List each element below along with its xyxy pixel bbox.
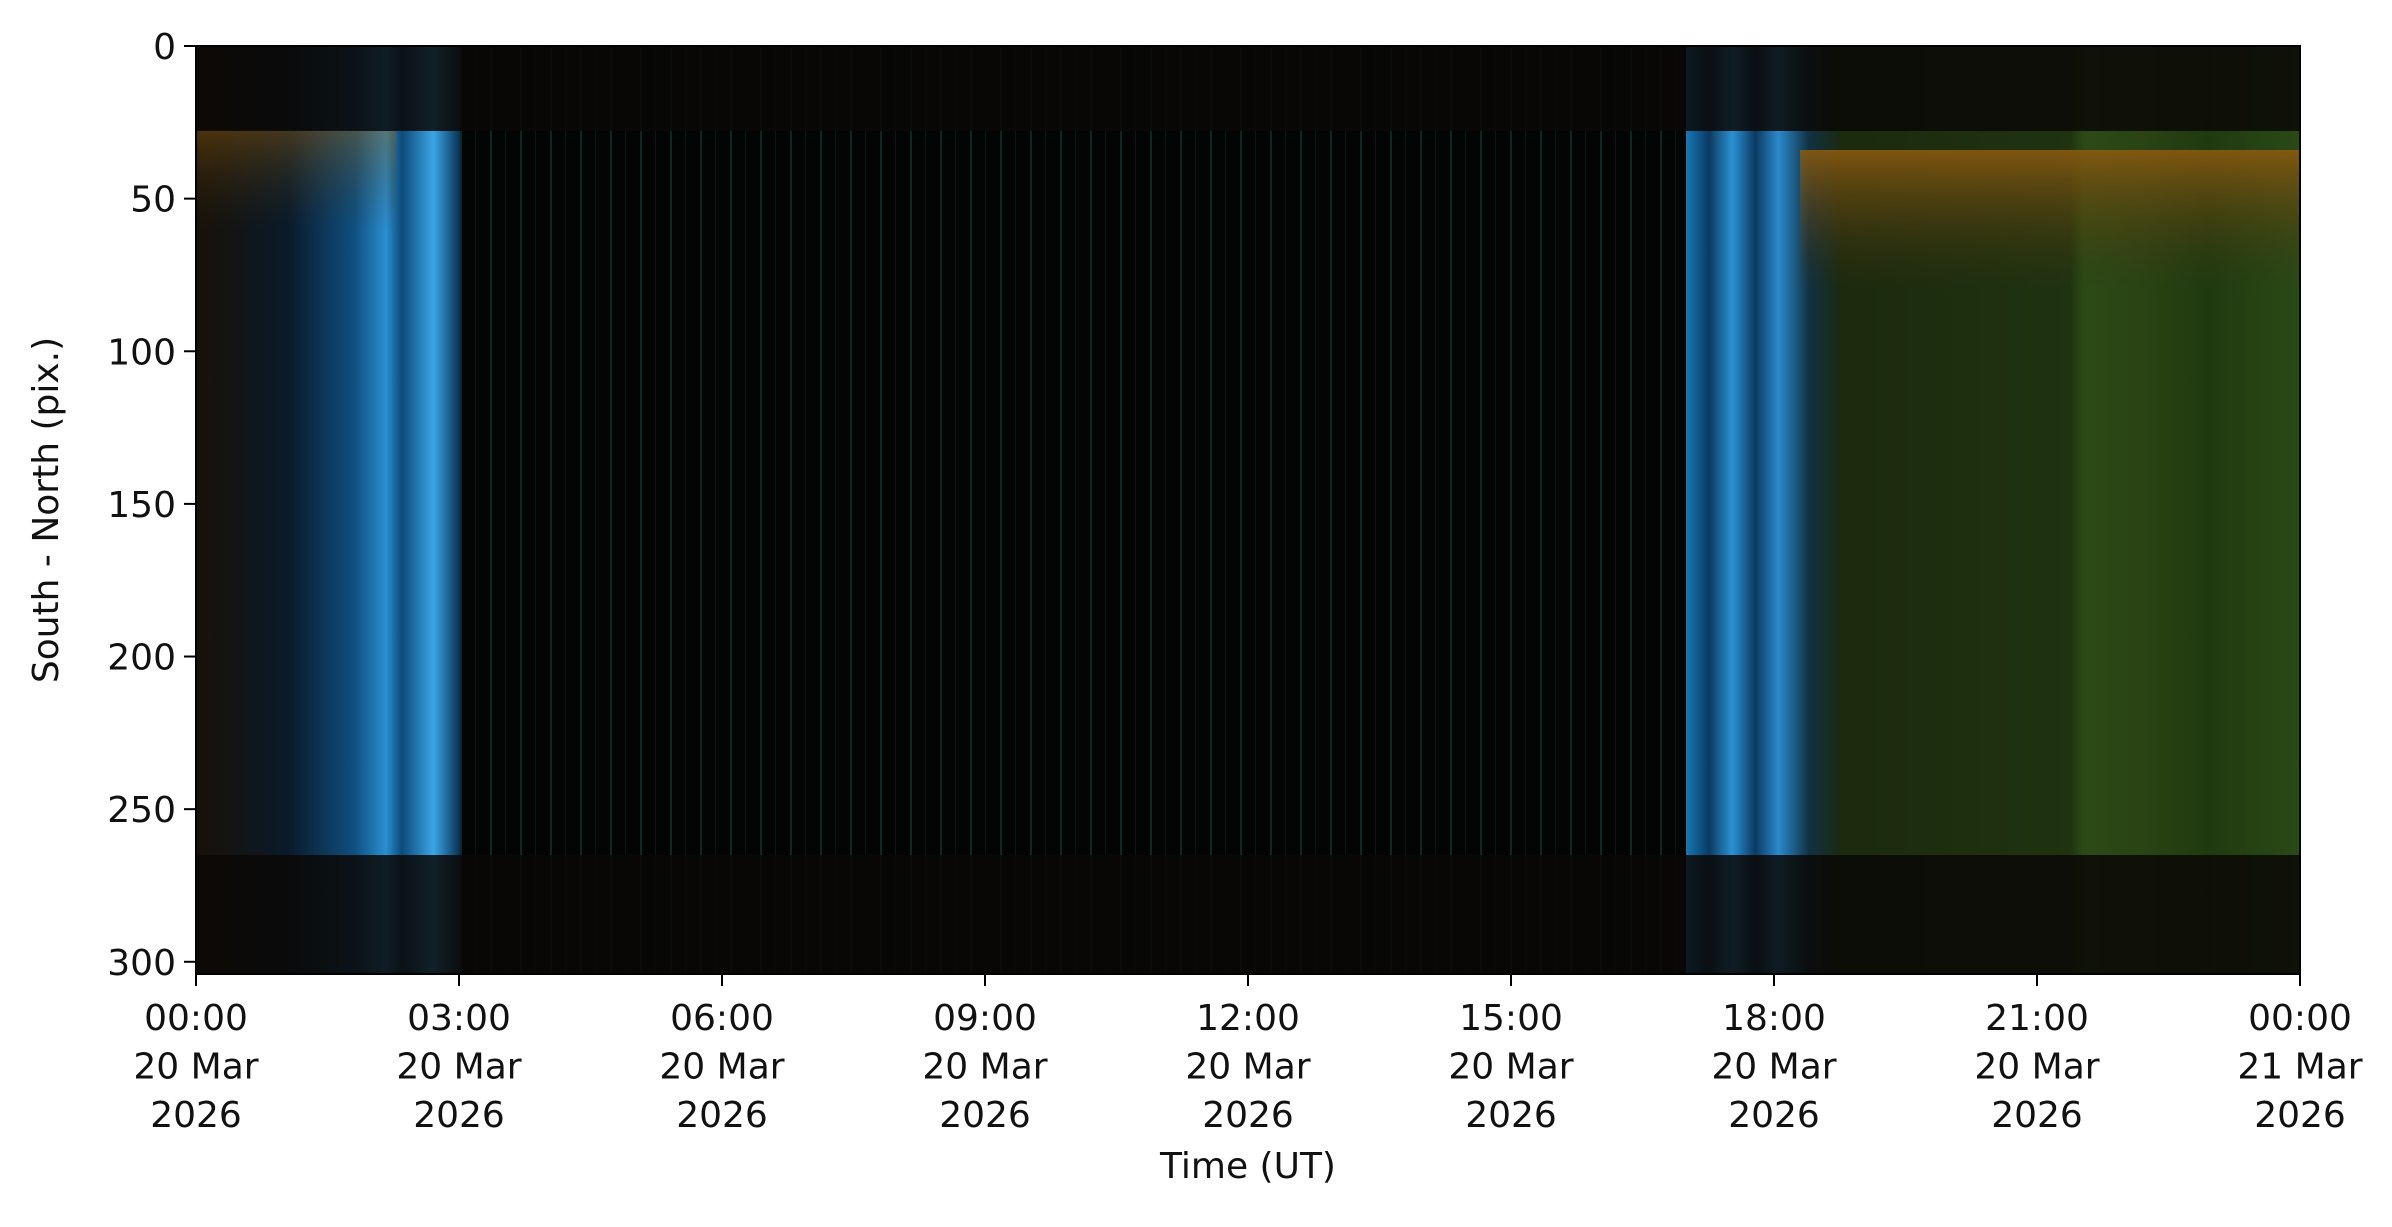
y-tick-label: 300 bbox=[107, 943, 176, 984]
x-tick-label: 09:00 20 Mar 2026 bbox=[922, 998, 1047, 1136]
x-tick-label: 00:00 20 Mar 2026 bbox=[133, 998, 258, 1136]
y-tick-label: 150 bbox=[107, 485, 176, 526]
x-tick-label: 18:00 20 Mar 2026 bbox=[1711, 998, 1836, 1136]
keogram-image bbox=[196, 46, 2300, 974]
y-axis-label: South - North (pix.) bbox=[26, 337, 67, 683]
x-tick-label: 06:00 20 Mar 2026 bbox=[659, 998, 784, 1136]
x-tick-label: 21:00 20 Mar 2026 bbox=[1974, 998, 2099, 1136]
y-tick-label: 50 bbox=[130, 180, 176, 221]
y-tick-label: 0 bbox=[153, 27, 176, 68]
y-tick-label: 250 bbox=[107, 790, 176, 831]
y-tick-label: 200 bbox=[107, 638, 176, 679]
x-tick-label: 00:00 21 Mar 2026 bbox=[2237, 998, 2362, 1136]
x-tick-label: 15:00 20 Mar 2026 bbox=[1448, 998, 1573, 1136]
x-tick-label: 03:00 20 Mar 2026 bbox=[396, 998, 521, 1136]
x-axis-label: Time (UT) bbox=[1159, 1146, 1336, 1187]
y-tick-label: 100 bbox=[107, 332, 176, 373]
x-tick-label: 12:00 20 Mar 2026 bbox=[1185, 998, 1310, 1136]
